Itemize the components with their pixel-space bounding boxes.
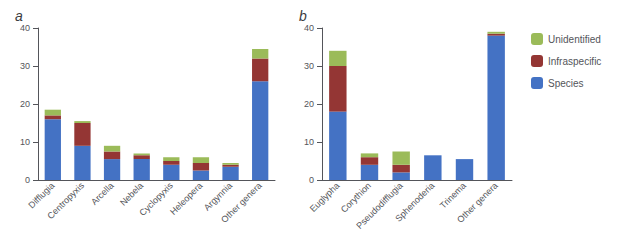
svg-text:Pseudodifflugia: Pseudodifflugia — [354, 180, 404, 230]
svg-text:Unidentified: Unidentified — [548, 34, 601, 45]
svg-text:Nebela: Nebela — [118, 180, 145, 207]
svg-text:10: 10 — [20, 137, 30, 147]
svg-text:Arcella: Arcella — [89, 180, 115, 206]
svg-text:Other genera: Other genera — [219, 180, 264, 225]
svg-text:20: 20 — [304, 99, 314, 109]
svg-text:Cyclopyxis: Cyclopyxis — [137, 180, 175, 218]
svg-text:a: a — [15, 8, 23, 24]
svg-text:Species: Species — [548, 78, 584, 89]
svg-text:40: 40 — [20, 23, 30, 33]
svg-text:Centropyxis: Centropyxis — [45, 180, 86, 221]
svg-text:10: 10 — [304, 137, 314, 147]
svg-text:30: 30 — [20, 61, 30, 71]
svg-text:Trinema: Trinema — [438, 180, 468, 210]
svg-text:0: 0 — [309, 175, 314, 185]
svg-text:Argynnia: Argynnia — [201, 180, 235, 213]
svg-text:30: 30 — [304, 61, 314, 71]
svg-text:Euglypha: Euglypha — [308, 180, 342, 214]
svg-text:20: 20 — [20, 99, 30, 109]
svg-text:Sphenoderia: Sphenoderia — [393, 180, 436, 223]
svg-text:Infraspecific: Infraspecific — [548, 56, 601, 67]
svg-text:Corythion: Corythion — [338, 180, 373, 215]
svg-text:Other genera: Other genera — [455, 180, 500, 225]
svg-text:40: 40 — [304, 23, 314, 33]
svg-text:b: b — [299, 8, 307, 24]
svg-text:Heleopera: Heleopera — [168, 180, 204, 216]
svg-text:Difflugia: Difflugia — [26, 180, 56, 210]
svg-text:0: 0 — [25, 175, 30, 185]
